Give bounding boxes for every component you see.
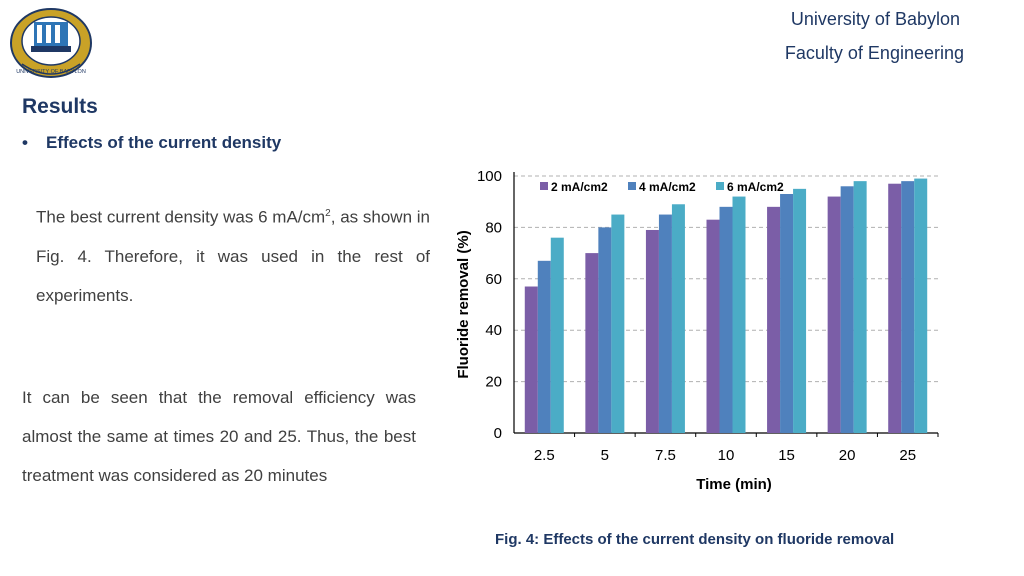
legend-label: 2 mA/cm2: [551, 180, 608, 194]
legend-swatch: [716, 182, 724, 190]
bar: [598, 227, 612, 433]
y-tick-label: 0: [494, 425, 502, 442]
para1-superscript: 2: [325, 208, 331, 219]
y-axis-label: Fluoride removal (%): [455, 230, 472, 378]
paragraph-best-density: The best current density was 6 mA/cm2, a…: [36, 194, 430, 315]
x-tick-label: 7.5: [655, 447, 676, 464]
bar: [793, 188, 807, 433]
bar: [585, 253, 599, 433]
bar: [524, 286, 538, 433]
y-tick-label: 60: [485, 271, 502, 288]
para1-text-a: The best current density was 6 mA/cm: [36, 207, 326, 227]
bar: [550, 237, 564, 433]
fluoride-removal-chart: 0 20 40 60 80 100 2.5 5 7.5 10 15 20 25 Time (min) Flu…: [455, 168, 939, 493]
bar: [853, 181, 867, 433]
bar: [671, 204, 685, 433]
x-tick-label: 15: [778, 447, 795, 464]
para1-text-b: , as shown in Fig. 4. Therefore, it was …: [36, 207, 430, 305]
bullet-text: Effects of the current density: [46, 133, 282, 152]
bar: [658, 214, 672, 433]
y-tick-label: 40: [485, 322, 502, 339]
bullet-icon: •: [22, 133, 28, 152]
bar: [611, 214, 625, 433]
bar: [719, 206, 733, 433]
y-tick-label: 100: [477, 168, 502, 185]
legend-swatch: [628, 182, 636, 190]
x-tick-label: 25: [899, 447, 916, 464]
university-logo: UNIVERSITY OF BABYLON: [10, 8, 92, 78]
legend-swatch: [540, 182, 548, 190]
bar: [840, 186, 854, 433]
section-heading: Results: [22, 95, 98, 118]
figure-caption: Fig. 4: Effects of the current density o…: [495, 531, 895, 548]
bar: [732, 196, 746, 433]
logo-lettering: UNIVERSITY OF BABYLON: [16, 69, 86, 75]
bar: [537, 260, 551, 433]
y-tick-label: 20: [485, 374, 502, 391]
bar: [914, 178, 928, 433]
bar: [827, 196, 841, 433]
bar: [706, 219, 720, 433]
university-name: University of Babylon: [790, 9, 960, 29]
bar: [767, 206, 781, 433]
bar: [901, 181, 915, 433]
x-tick-label: 10: [718, 447, 735, 464]
bar: [645, 229, 659, 433]
legend-label: 4 mA/cm2: [639, 180, 696, 194]
x-tick-label: 5: [601, 447, 609, 464]
bar: [780, 193, 794, 433]
bar: [888, 183, 902, 433]
legend-label: 6 mA/cm2: [727, 180, 784, 194]
x-tick-label: 2.5: [534, 447, 555, 464]
x-tick-label: 20: [839, 447, 856, 464]
bullet-item: • Effects of the current density: [22, 133, 281, 153]
x-axis-label: Time (min): [696, 476, 772, 493]
paragraph-removal-efficiency: It can be seen that the removal efficien…: [22, 388, 416, 485]
faculty-name: Faculty of Engineering: [784, 43, 964, 63]
y-tick-label: 80: [485, 219, 502, 236]
